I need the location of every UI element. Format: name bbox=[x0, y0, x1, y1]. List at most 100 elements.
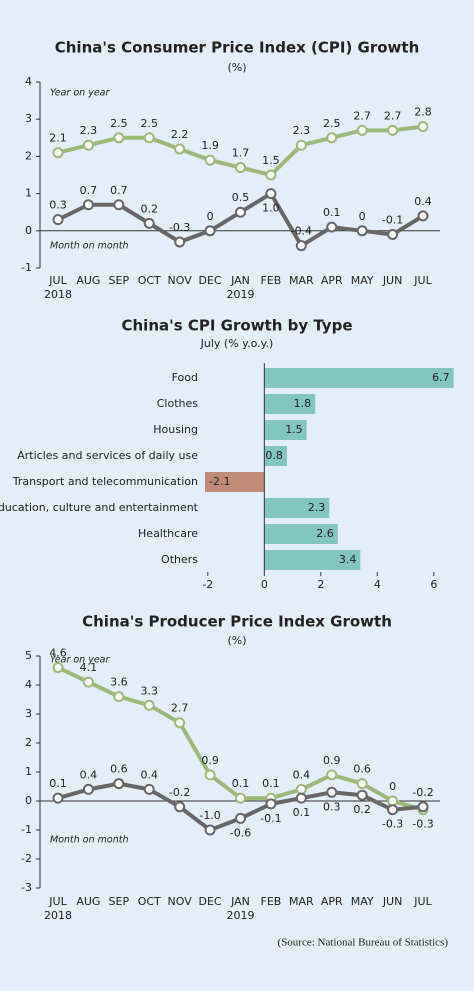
y-tick-label: 2 bbox=[25, 149, 32, 162]
x-tick-label: JUN bbox=[382, 274, 403, 287]
value-label: 0 bbox=[389, 780, 396, 793]
value-label: -2.1 bbox=[209, 475, 230, 488]
value-label: 0.1 bbox=[232, 777, 250, 790]
point bbox=[387, 229, 399, 241]
x-tick-label: 0 bbox=[261, 578, 268, 591]
point bbox=[326, 132, 338, 144]
bar bbox=[264, 446, 287, 466]
point bbox=[417, 801, 429, 813]
category-label: Healthcare bbox=[138, 527, 198, 540]
value-label: 2.7 bbox=[353, 109, 371, 122]
value-label: 2.3 bbox=[80, 124, 98, 137]
category-label: Education, culture and entertainment bbox=[0, 501, 199, 514]
x-tick-label: -2 bbox=[202, 578, 213, 591]
category-label: Food bbox=[172, 371, 198, 384]
value-label: 1.7 bbox=[232, 147, 250, 160]
category-label: Articles and services of daily use bbox=[17, 449, 198, 462]
point bbox=[387, 124, 399, 136]
value-label: -0.1 bbox=[382, 214, 403, 227]
value-label: 1.8 bbox=[294, 397, 312, 410]
point bbox=[204, 824, 216, 836]
value-label: -0.1 bbox=[260, 812, 281, 825]
value-label: 1.5 bbox=[262, 154, 280, 167]
bar bbox=[205, 472, 265, 492]
x-tick-label: JAN bbox=[230, 274, 250, 287]
point bbox=[52, 147, 64, 159]
x-tick-label: JUL bbox=[48, 274, 67, 287]
value-label: 0.3 bbox=[323, 800, 341, 813]
value-label: 0.6 bbox=[353, 763, 371, 776]
value-label: 1.5 bbox=[285, 423, 303, 436]
x-tick-label: JUN bbox=[382, 895, 403, 908]
value-label: -0.2 bbox=[412, 786, 433, 799]
x-tick-label: MAY bbox=[351, 274, 374, 287]
value-label: 2.2 bbox=[171, 128, 189, 141]
series-label: Year on year bbox=[50, 655, 110, 666]
value-label: 0.1 bbox=[49, 777, 67, 790]
x-tick-label: FEB bbox=[261, 274, 282, 287]
y-tick-label: -3 bbox=[21, 881, 32, 894]
value-label: -0.3 bbox=[169, 221, 190, 234]
x-tick-label: MAR bbox=[289, 274, 314, 287]
value-label: 0 bbox=[359, 210, 366, 223]
point bbox=[417, 121, 429, 133]
value-label: 2.3 bbox=[293, 124, 311, 137]
point bbox=[356, 124, 368, 136]
y-tick-label: 5 bbox=[25, 649, 32, 662]
x-tick-label: SEP bbox=[109, 895, 130, 908]
chart-subtitle: July (% y.o.y.) bbox=[200, 337, 274, 350]
value-label: 0 bbox=[207, 210, 214, 223]
value-label: 0.1 bbox=[262, 777, 280, 790]
value-label: 0.5 bbox=[232, 191, 250, 204]
point bbox=[174, 717, 186, 729]
y-tick-label: 1 bbox=[25, 765, 32, 778]
value-label: 2.6 bbox=[316, 527, 334, 540]
value-label: 0.9 bbox=[323, 754, 341, 767]
point bbox=[113, 691, 125, 703]
x-tick-label: OCT bbox=[138, 274, 161, 287]
y-tick-label: -2 bbox=[21, 852, 32, 865]
x-tick-label: DEC bbox=[199, 895, 222, 908]
point bbox=[143, 783, 155, 795]
value-label: 1.9 bbox=[201, 139, 219, 152]
value-label: 0.2 bbox=[141, 202, 159, 215]
point bbox=[82, 676, 94, 688]
point bbox=[204, 769, 216, 781]
point bbox=[356, 225, 368, 237]
chart-title: China's Producer Price Index Growth bbox=[82, 613, 392, 631]
category-label: Clothes bbox=[157, 397, 199, 410]
point bbox=[113, 199, 125, 211]
value-label: 3.4 bbox=[339, 553, 357, 566]
value-label: 0.1 bbox=[293, 806, 311, 819]
point bbox=[326, 769, 338, 781]
x-tick-label: MAR bbox=[289, 895, 314, 908]
category-label: Transport and telecommunication bbox=[12, 475, 198, 488]
point bbox=[295, 240, 307, 252]
x-tick-label: AUG bbox=[76, 274, 100, 287]
bar bbox=[264, 394, 316, 414]
year-label: 2019 bbox=[227, 288, 255, 301]
x-tick-label: APR bbox=[321, 895, 343, 908]
x-tick-label: OCT bbox=[138, 895, 161, 908]
bar bbox=[264, 550, 361, 570]
point bbox=[174, 236, 186, 248]
x-tick-label: FEB bbox=[261, 895, 282, 908]
y-tick-label: 2 bbox=[25, 736, 32, 749]
x-tick-label: 6 bbox=[430, 578, 437, 591]
point bbox=[417, 210, 429, 222]
value-label: 0.2 bbox=[353, 803, 371, 816]
value-label: 0.8 bbox=[265, 449, 283, 462]
value-label: 0.7 bbox=[80, 184, 98, 197]
point bbox=[82, 199, 94, 211]
value-label: 0.6 bbox=[110, 763, 128, 776]
bar bbox=[264, 498, 330, 518]
chart-subtitle: (%) bbox=[227, 634, 246, 647]
series-label: Month on month bbox=[50, 241, 128, 252]
point bbox=[204, 225, 216, 237]
value-label: -0.6 bbox=[230, 826, 251, 839]
x-tick-label: JAN bbox=[230, 895, 250, 908]
point bbox=[326, 221, 338, 233]
value-label: 0.4 bbox=[80, 768, 98, 781]
point bbox=[326, 786, 338, 798]
